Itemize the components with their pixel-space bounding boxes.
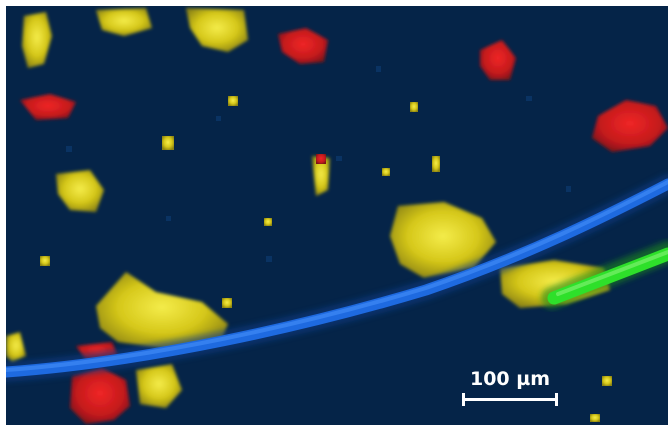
yellow-blob [186, 8, 248, 52]
microscopy-image: 100 µm [6, 6, 668, 425]
red-blob [20, 94, 76, 120]
yellow-speck [228, 96, 238, 106]
yellow-blob [136, 364, 182, 408]
blue-fiber-highlight [6, 180, 668, 372]
yellow-blob [96, 272, 228, 350]
scale-bar-line [462, 398, 558, 401]
scale-bar: 100 µm [462, 368, 558, 408]
yellow-speck [40, 256, 50, 266]
yellow-blob [56, 170, 104, 212]
yellow-speck [432, 156, 440, 172]
yellow-speck [602, 376, 612, 386]
yellow-channel-blobs [6, 8, 612, 422]
scale-bar-label: 100 µm [469, 368, 551, 390]
yellow-blob [6, 332, 26, 362]
yellow-blob [22, 12, 52, 68]
yellow-blob [390, 202, 496, 278]
yellow-speck [382, 168, 390, 176]
yellow-speck [410, 102, 418, 112]
red-blob [592, 100, 668, 152]
scale-bar-tick-left [462, 393, 465, 406]
yellow-blob [96, 8, 152, 36]
yellow-speck [162, 136, 174, 150]
yellow-speck [222, 298, 232, 308]
yellow-speck [590, 414, 600, 422]
fluorescence-layer [6, 8, 668, 424]
yellow-blob [312, 156, 330, 196]
red-blob [480, 40, 516, 80]
scale-bar-tick-right [555, 393, 558, 406]
yellow-speck [264, 218, 272, 226]
red-channel-blobs [20, 28, 668, 424]
green-segment-highlight [556, 250, 668, 296]
red-blob [70, 368, 130, 424]
red-blob [278, 28, 328, 64]
red-speck [316, 154, 326, 164]
